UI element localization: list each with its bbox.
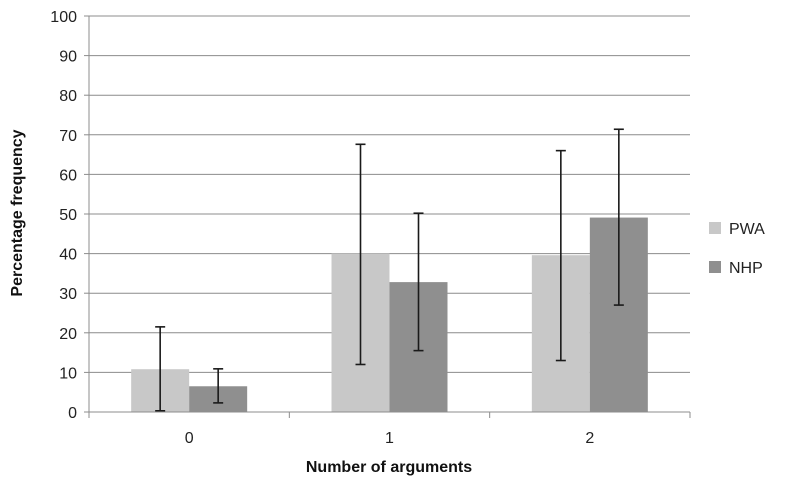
x-tick-label-1: 1: [385, 430, 394, 447]
error-bars: [155, 128, 624, 412]
legend-swatch-pwa: [709, 222, 721, 234]
y-tick-label-40: 40: [59, 247, 77, 264]
y-tick-label-10: 10: [59, 365, 77, 382]
x-tick-label-2: 2: [585, 430, 594, 447]
tick-labels: 0 10 20 30 40 50 60 70 80 90 100 0 1 2: [50, 9, 594, 447]
y-tick-label-90: 90: [59, 49, 77, 66]
gridlines: [89, 15, 690, 373]
y-tick-label-70: 70: [59, 128, 77, 145]
axes: [84, 15, 691, 418]
legend: PWA NHP: [709, 221, 765, 277]
y-tick-label-20: 20: [59, 326, 77, 343]
y-tick-label-50: 50: [59, 207, 77, 224]
y-tick-label-80: 80: [59, 88, 77, 105]
y-tick-label-0: 0: [68, 405, 77, 422]
bars: [131, 217, 648, 412]
y-tick-label-100: 100: [50, 9, 77, 26]
y-tick-label-60: 60: [59, 167, 77, 184]
y-tick-label-30: 30: [59, 286, 77, 303]
legend-label-pwa: PWA: [729, 221, 765, 238]
legend-swatch-nhp: [709, 261, 721, 273]
legend-label-nhp: NHP: [729, 260, 763, 277]
x-axis-title: Number of arguments: [306, 459, 472, 476]
y-axis-title: Percentage frequency: [9, 129, 26, 296]
x-tick-label-0: 0: [185, 430, 194, 447]
